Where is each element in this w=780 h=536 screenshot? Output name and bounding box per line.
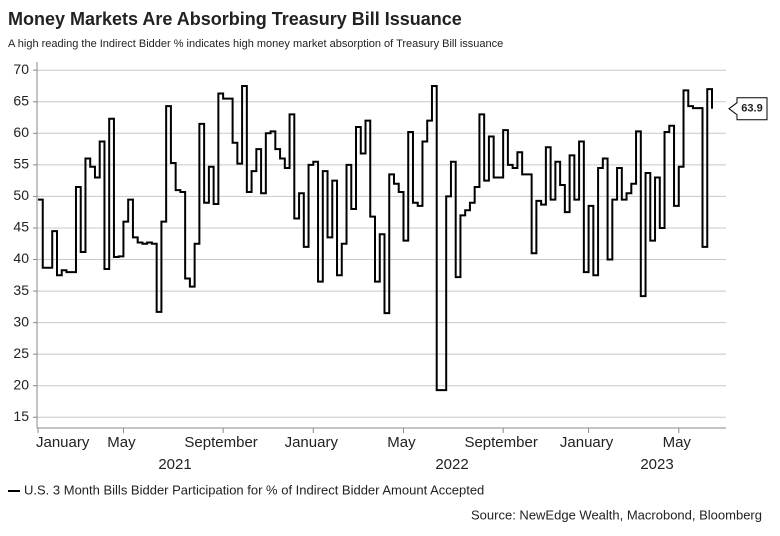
x-tick-label: May <box>387 434 416 451</box>
y-tick-label: 20 <box>13 376 29 392</box>
x-tick-label: January <box>36 434 90 451</box>
y-tick-label: 45 <box>13 219 29 235</box>
y-tick-label: 50 <box>13 187 29 203</box>
year-label: 2023 <box>640 456 673 473</box>
y-tick-label: 25 <box>13 345 29 361</box>
x-tick-label: September <box>464 434 537 451</box>
callout-box <box>728 97 768 121</box>
x-tick-label: May <box>663 434 692 451</box>
x-tick-label: January <box>560 434 614 451</box>
y-tick-label: 30 <box>13 313 29 329</box>
x-tick-label: May <box>107 434 136 451</box>
x-tick-label: September <box>184 434 257 451</box>
year-label: 2021 <box>158 456 191 473</box>
y-tick-label: 60 <box>13 124 29 140</box>
y-tick-label: 40 <box>13 250 29 266</box>
year-label: 2022 <box>435 456 468 473</box>
chart-title: Money Markets Are Absorbing Treasury Bil… <box>8 9 462 29</box>
callout-label: 63.9 <box>741 103 762 115</box>
legend-label: U.S. 3 Month Bills Bidder Participation … <box>24 482 484 497</box>
source: Source: NewEdge Wealth, Macrobond, Bloom… <box>471 507 762 522</box>
y-tick-label: 70 <box>13 61 29 77</box>
y-tick-label: 15 <box>13 408 29 424</box>
y-tick-label: 35 <box>13 282 29 298</box>
y-tick-label: 55 <box>13 156 29 172</box>
data-line <box>38 84 713 392</box>
y-tick-label: 65 <box>13 92 29 108</box>
chart-subtitle: A high reading the Indirect Bidder % ind… <box>8 38 503 50</box>
x-tick-label: January <box>285 434 339 451</box>
